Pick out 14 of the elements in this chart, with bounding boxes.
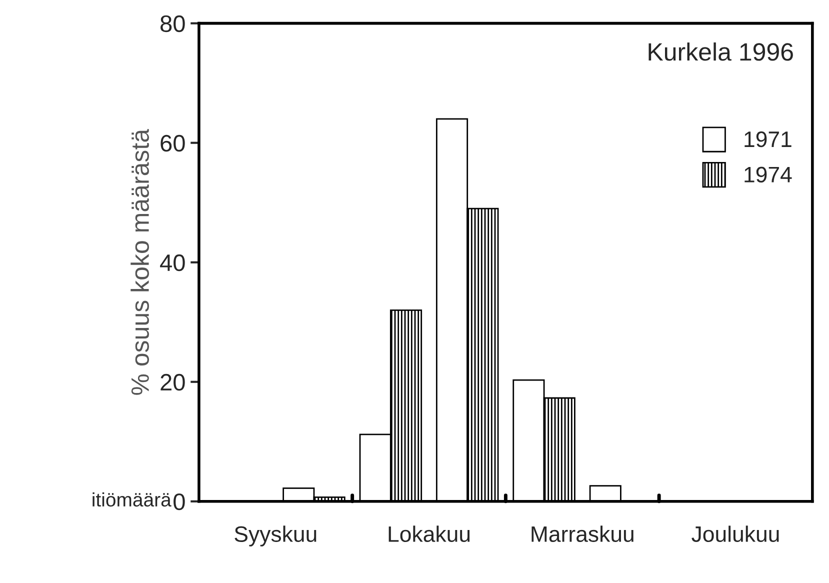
y-tick-label: 40 (160, 254, 185, 272)
y-tick-label: 60 (160, 134, 185, 152)
text: itiömäärä (92, 492, 172, 507)
legend-label: 1974 (744, 166, 792, 183)
y-tick-label: 0 (174, 493, 185, 510)
y-axis-title: % osuus koko määrästä (130, 128, 150, 395)
x-tick-label: Lokakuu (388, 526, 470, 542)
x-tick-label: Joulukuu (692, 526, 779, 542)
y-tick-label: 20 (160, 374, 185, 391)
y-tick-label: 80 (160, 15, 185, 32)
legend-label: 1971 (744, 131, 792, 148)
x-tick-label: Syyskuu (234, 526, 316, 546)
x-tick-label: Marraskuu (532, 526, 634, 542)
annotation: Kurkela 1996 (648, 42, 793, 61)
